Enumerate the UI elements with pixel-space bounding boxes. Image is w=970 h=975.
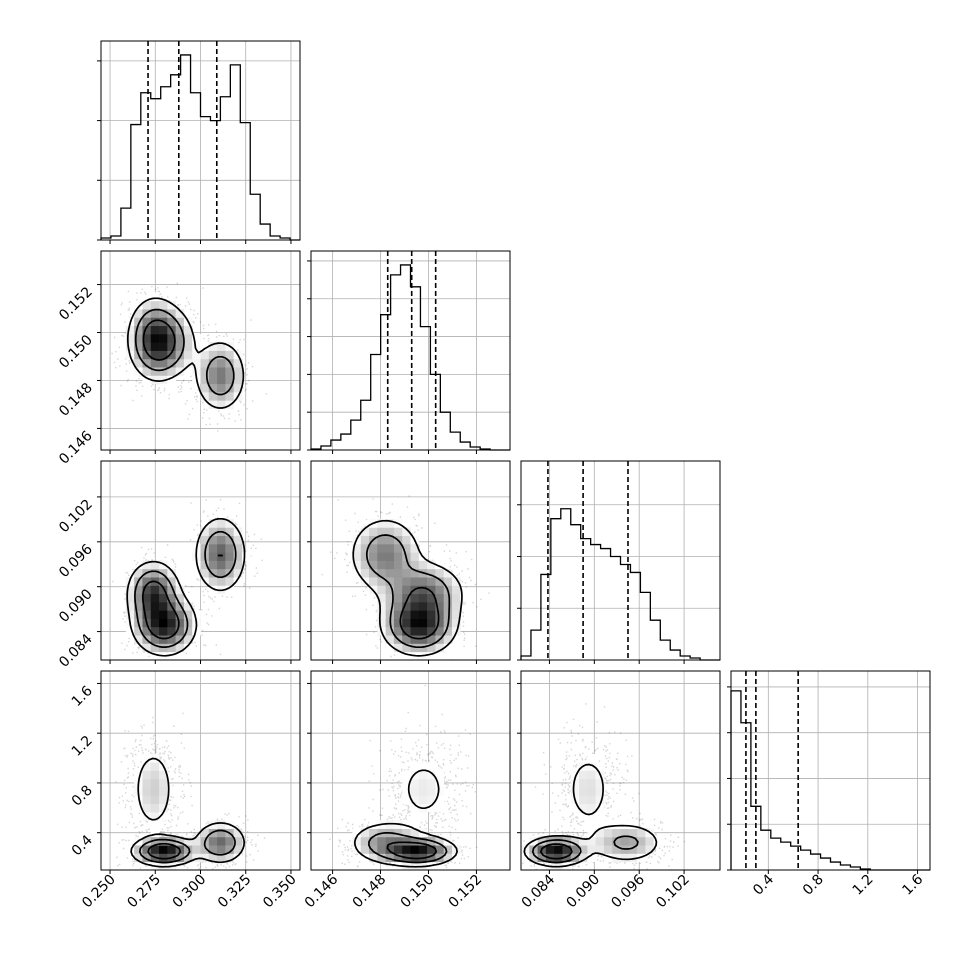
- y-tick-label-3-3: 1.6: [69, 683, 96, 710]
- y-tick-label-1-3: 0.152: [56, 284, 96, 324]
- contour-3-0-2: [147, 842, 182, 860]
- contour-2-1-1: [365, 534, 451, 649]
- x-tick-label-2-0: 0.084: [519, 871, 559, 911]
- contour-1-0-1: [134, 308, 235, 396]
- contour-3-2-0: [523, 763, 658, 868]
- x-tick-label-3-3: 1.6: [899, 871, 926, 898]
- contour-3-1-1: [368, 831, 448, 864]
- scatter-frame-3-1: [310, 670, 511, 871]
- scatter-panel-1-0: [97, 251, 300, 454]
- y-tick-label-1-2: 0.150: [56, 332, 96, 372]
- histogram-line-3: [730, 690, 930, 871]
- histogram-panel-2: [517, 461, 720, 664]
- x-tick-label-2-2: 0.096: [608, 871, 648, 911]
- x-tick-label-3-2: 1.2: [850, 872, 877, 899]
- scatter-panel-3-1: [307, 671, 510, 874]
- histogram-frame-2: [520, 460, 721, 661]
- histogram-panel-0: [97, 41, 300, 244]
- scatter-panel-2-1: [307, 461, 510, 664]
- y-tick-label-1-1: 0.148: [56, 380, 96, 420]
- histogram-panel-3: [727, 671, 930, 874]
- contour-3-1-2: [386, 841, 438, 860]
- scatter-frame-3-2: [520, 670, 721, 871]
- contour-1-0-2: [142, 319, 176, 361]
- y-tick-label-2-1: 0.090: [56, 586, 96, 626]
- contour-2-1-0: [352, 519, 463, 657]
- histogram-frame-3: [730, 670, 931, 871]
- x-tick-label-1-1: 0.148: [350, 872, 390, 912]
- x-tick-label-0-4: 0.350: [260, 872, 300, 912]
- histogram-line-1: [310, 264, 510, 451]
- scatter-frame-2-1: [310, 460, 511, 661]
- histogram-frame-0: [100, 40, 301, 241]
- contour-3-2-1: [531, 835, 639, 864]
- contour-1-0-0: [126, 297, 245, 409]
- x-tick-label-0-0: 0.250: [79, 872, 119, 912]
- y-tick-label-2-2: 0.096: [56, 541, 96, 581]
- x-tick-label-1-2: 0.150: [398, 872, 438, 912]
- y-tick-label-2-3: 0.102: [56, 496, 96, 536]
- y-tick-label-3-1: 0.8: [69, 782, 96, 809]
- x-tick-label-2-1: 0.090: [563, 872, 603, 912]
- scatter-frame-1-0: [100, 250, 301, 451]
- x-tick-label-2-3: 0.102: [653, 872, 693, 912]
- contour-2-0-1: [134, 530, 237, 648]
- scatter-frame-2-0: [100, 460, 301, 661]
- x-tick-label-3-0: 0.4: [750, 871, 777, 898]
- scatter-panel-3-0: [97, 671, 300, 874]
- contour-3-1-0: [353, 769, 458, 868]
- histogram-panel-1: [307, 251, 510, 454]
- contour-3-0-1: [138, 829, 236, 864]
- y-tick-label-3-2: 1.2: [69, 733, 96, 760]
- histogram-line-0: [100, 54, 300, 241]
- contour-2-0-2: [141, 554, 223, 640]
- x-tick-label-3-1: 0.8: [800, 872, 827, 899]
- y-tick-label-1-0: 0.146: [56, 428, 96, 468]
- x-tick-label-0-2: 0.300: [170, 872, 210, 912]
- histogram-line-2: [520, 508, 720, 661]
- contour-3-2-2: [539, 843, 573, 860]
- x-tick-label-0-1: 0.275: [124, 872, 164, 912]
- x-tick-label-0-3: 0.325: [215, 872, 255, 912]
- y-tick-label-3-0: 0.4: [69, 832, 96, 859]
- scatter-panel-3-2: [517, 671, 720, 874]
- y-tick-label-2-0: 0.084: [56, 631, 96, 671]
- scatter-frame-3-0: [100, 670, 301, 871]
- contour-2-0-0: [126, 517, 246, 657]
- histogram-frame-1: [310, 250, 511, 451]
- contour-2-1-2: [399, 586, 440, 640]
- x-tick-label-1-3: 0.152: [446, 872, 486, 912]
- scatter-panel-2-0: [97, 461, 300, 664]
- x-tick-label-1-0: 0.146: [302, 871, 342, 911]
- contour-3-0-0: [130, 757, 246, 868]
